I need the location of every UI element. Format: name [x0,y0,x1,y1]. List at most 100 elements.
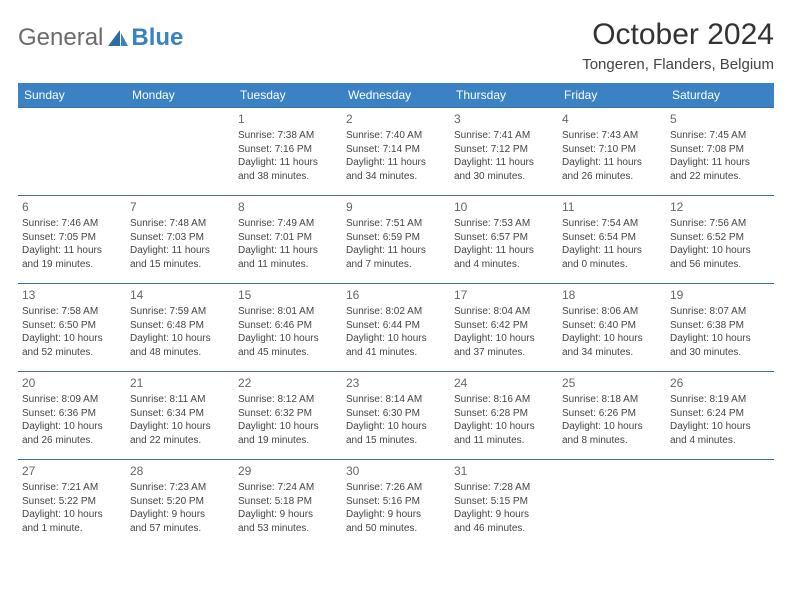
cell-text: and 57 minutes. [130,522,230,536]
cell-text: and 34 minutes. [346,170,446,184]
cell-text: Sunrise: 7:54 AM [562,217,662,231]
cell-text: Daylight: 11 hours [562,156,662,170]
cell-text: Daylight: 10 hours [562,332,662,346]
cell-text: Daylight: 11 hours [22,244,122,258]
cell-text: Sunset: 5:15 PM [454,495,554,509]
cell-text: Sunrise: 7:24 AM [238,481,338,495]
day-number: 5 [670,111,770,127]
cell-text: and 53 minutes. [238,522,338,536]
day-number: 31 [454,463,554,479]
weekday-header: Thursday [450,83,558,108]
day-number: 18 [562,287,662,303]
cell-text: and 1 minute. [22,522,122,536]
cell-text: Daylight: 11 hours [238,244,338,258]
cell-text: Sunrise: 7:45 AM [670,129,770,143]
cell-text: and 46 minutes. [454,522,554,536]
cell-text: Sunset: 6:50 PM [22,319,122,333]
cell-text: Sunrise: 7:41 AM [454,129,554,143]
day-number: 2 [346,111,446,127]
cell-text: Sunrise: 8:07 AM [670,305,770,319]
cell-text: Sunrise: 7:56 AM [670,217,770,231]
cell-text: Sunset: 5:16 PM [346,495,446,509]
day-number: 14 [130,287,230,303]
day-number: 7 [130,199,230,215]
calendar-cell [558,460,666,548]
day-number: 8 [238,199,338,215]
day-number: 19 [670,287,770,303]
calendar-table: SundayMondayTuesdayWednesdayThursdayFrid… [18,83,774,548]
calendar-cell: 31Sunrise: 7:28 AMSunset: 5:15 PMDayligh… [450,460,558,548]
cell-text: Daylight: 10 hours [22,420,122,434]
logo-text-general: General [18,24,103,52]
cell-text: Daylight: 11 hours [454,156,554,170]
cell-text: Sunrise: 8:01 AM [238,305,338,319]
calendar-row: 13Sunrise: 7:58 AMSunset: 6:50 PMDayligh… [18,284,774,372]
calendar-cell: 7Sunrise: 7:48 AMSunset: 7:03 PMDaylight… [126,196,234,284]
cell-text: Sunset: 6:34 PM [130,407,230,421]
weekday-header: Wednesday [342,83,450,108]
cell-text: Sunrise: 7:21 AM [22,481,122,495]
cell-text: Sunrise: 8:14 AM [346,393,446,407]
cell-text: Sunrise: 7:26 AM [346,481,446,495]
cell-text: Sunset: 7:14 PM [346,143,446,157]
cell-text: Sunrise: 8:11 AM [130,393,230,407]
calendar-cell: 8Sunrise: 7:49 AMSunset: 7:01 PMDaylight… [234,196,342,284]
day-number: 6 [22,199,122,215]
day-number: 21 [130,375,230,391]
cell-text: Daylight: 10 hours [130,332,230,346]
cell-text: and 4 minutes. [670,434,770,448]
day-number: 11 [562,199,662,215]
day-number: 3 [454,111,554,127]
cell-text: and 22 minutes. [670,170,770,184]
cell-text: Sunset: 6:32 PM [238,407,338,421]
cell-text: and 56 minutes. [670,258,770,272]
calendar-cell: 24Sunrise: 8:16 AMSunset: 6:28 PMDayligh… [450,372,558,460]
calendar-cell [666,460,774,548]
calendar-cell: 18Sunrise: 8:06 AMSunset: 6:40 PMDayligh… [558,284,666,372]
calendar-cell: 14Sunrise: 7:59 AMSunset: 6:48 PMDayligh… [126,284,234,372]
cell-text: Sunrise: 7:51 AM [346,217,446,231]
cell-text: Daylight: 11 hours [238,156,338,170]
calendar-cell: 20Sunrise: 8:09 AMSunset: 6:36 PMDayligh… [18,372,126,460]
cell-text: Sunrise: 8:16 AM [454,393,554,407]
calendar-cell: 17Sunrise: 8:04 AMSunset: 6:42 PMDayligh… [450,284,558,372]
day-number: 9 [346,199,446,215]
day-number: 22 [238,375,338,391]
calendar-row: 27Sunrise: 7:21 AMSunset: 5:22 PMDayligh… [18,460,774,548]
weekday-header-row: SundayMondayTuesdayWednesdayThursdayFrid… [18,83,774,108]
cell-text: and 15 minutes. [130,258,230,272]
cell-text: Sunset: 6:46 PM [238,319,338,333]
calendar-cell: 15Sunrise: 8:01 AMSunset: 6:46 PMDayligh… [234,284,342,372]
cell-text: Sunset: 7:01 PM [238,231,338,245]
calendar-row: 20Sunrise: 8:09 AMSunset: 6:36 PMDayligh… [18,372,774,460]
header: General Blue October 2024 Tongeren, Flan… [18,18,774,73]
calendar-cell: 12Sunrise: 7:56 AMSunset: 6:52 PMDayligh… [666,196,774,284]
cell-text: Sunset: 7:16 PM [238,143,338,157]
cell-text: and 8 minutes. [562,434,662,448]
weekday-header: Saturday [666,83,774,108]
cell-text: Sunrise: 8:02 AM [346,305,446,319]
calendar-cell: 19Sunrise: 8:07 AMSunset: 6:38 PMDayligh… [666,284,774,372]
cell-text: Sunset: 6:24 PM [670,407,770,421]
location: Tongeren, Flanders, Belgium [582,56,774,73]
cell-text: Sunset: 6:59 PM [346,231,446,245]
cell-text: and 41 minutes. [346,346,446,360]
day-number: 24 [454,375,554,391]
cell-text: Sunrise: 7:53 AM [454,217,554,231]
cell-text: Sunrise: 7:23 AM [130,481,230,495]
cell-text: Daylight: 9 hours [238,508,338,522]
cell-text: Daylight: 10 hours [670,420,770,434]
cell-text: Daylight: 10 hours [454,420,554,434]
calendar-cell: 23Sunrise: 8:14 AMSunset: 6:30 PMDayligh… [342,372,450,460]
day-number: 30 [346,463,446,479]
day-number: 17 [454,287,554,303]
day-number: 1 [238,111,338,127]
cell-text: Daylight: 10 hours [670,244,770,258]
cell-text: Daylight: 11 hours [562,244,662,258]
cell-text: Sunrise: 7:28 AM [454,481,554,495]
calendar-cell: 26Sunrise: 8:19 AMSunset: 6:24 PMDayligh… [666,372,774,460]
day-number: 27 [22,463,122,479]
day-number: 16 [346,287,446,303]
day-number: 20 [22,375,122,391]
cell-text: and 45 minutes. [238,346,338,360]
